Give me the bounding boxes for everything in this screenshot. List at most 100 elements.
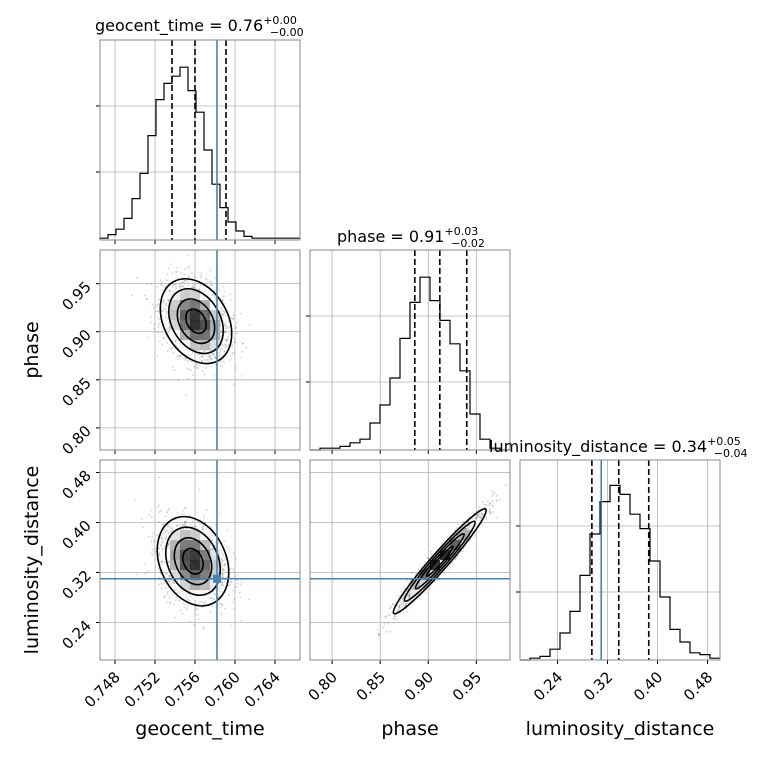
sample-point	[181, 612, 184, 615]
sample-point	[194, 608, 197, 611]
sample-point	[443, 573, 446, 576]
sample-point	[248, 324, 251, 326]
sample-point	[158, 567, 160, 570]
sample-point	[192, 286, 195, 288]
sample-point	[168, 327, 170, 330]
sample-point	[402, 598, 404, 601]
sample-point	[431, 552, 433, 555]
sample-point	[156, 285, 158, 288]
sample-point	[476, 516, 478, 519]
ytick-label: 0.90	[58, 326, 94, 362]
sample-point	[213, 598, 216, 600]
density-bin	[170, 320, 181, 331]
sample-point	[239, 356, 242, 359]
sample-point	[226, 339, 229, 342]
title-luminosity-distance-plus: +0.05	[707, 435, 741, 448]
sample-point	[199, 284, 202, 286]
sample-point	[482, 501, 484, 504]
sample-point	[200, 275, 203, 277]
sample-point	[383, 623, 386, 625]
sample-point	[210, 280, 213, 283]
frame-pair-0	[99, 249, 301, 451]
contours-pair-1	[156, 515, 230, 607]
sample-point	[194, 525, 196, 528]
sample-point	[210, 357, 213, 360]
density-bin	[210, 330, 221, 341]
sample-point	[491, 500, 494, 503]
sample-point	[144, 572, 147, 575]
sample-point	[176, 524, 179, 527]
sample-point	[231, 601, 234, 603]
sample-point	[404, 593, 406, 595]
sample-point	[400, 601, 402, 603]
density-bin	[180, 550, 191, 561]
sample-point	[461, 520, 464, 523]
sample-point	[219, 590, 221, 593]
sample-point	[221, 574, 224, 577]
sample-point	[235, 579, 238, 582]
sample-point	[178, 355, 181, 357]
sample-point	[403, 605, 406, 607]
sample-point	[211, 539, 214, 542]
sample-point	[207, 354, 210, 357]
sample-point	[188, 275, 191, 278]
sample-point	[205, 277, 208, 280]
sample-point	[161, 331, 163, 334]
sample-point	[224, 330, 226, 333]
sample-point	[167, 299, 170, 302]
sample-point	[225, 324, 228, 327]
sample-point	[166, 311, 168, 313]
sample-point	[404, 604, 407, 607]
sample-point	[179, 609, 182, 612]
sample-point	[211, 605, 214, 608]
sample-point	[401, 611, 404, 614]
sample-point	[161, 309, 164, 312]
histograms	[99, 40, 720, 661]
gridlines	[100, 40, 720, 660]
sample-point	[235, 327, 238, 329]
density-bin	[420, 570, 431, 581]
sample-point	[232, 314, 235, 317]
sample-point	[145, 298, 148, 300]
sample-point	[150, 515, 153, 518]
ytick-label: 0.48	[58, 467, 94, 503]
sample-point	[165, 537, 168, 540]
frame-pair-2	[309, 459, 511, 661]
sample-point	[208, 354, 211, 357]
sample-point	[214, 357, 217, 359]
sample-point	[151, 551, 153, 553]
sample-point	[167, 560, 170, 563]
sample-point	[167, 580, 170, 583]
sample-point	[163, 307, 165, 309]
xtick-label: 0.90	[401, 668, 437, 704]
sample-point	[393, 615, 396, 618]
sample-point	[485, 518, 488, 521]
sample-point	[464, 528, 467, 530]
sample-point	[200, 355, 203, 358]
sample-point	[467, 528, 470, 530]
sample-point	[391, 612, 393, 614]
density-bin	[200, 540, 211, 551]
sample-point	[188, 265, 191, 268]
sample-point	[169, 601, 171, 604]
sample-point	[456, 538, 459, 541]
sample-point	[161, 547, 164, 550]
sample-point	[457, 538, 460, 540]
sample-point	[391, 603, 394, 606]
sample-point	[160, 536, 163, 539]
sample-point	[160, 563, 163, 566]
sample-point	[191, 351, 194, 354]
sample-point	[220, 584, 223, 586]
sample-point	[158, 318, 161, 321]
sample-point	[201, 528, 204, 531]
sample-point	[474, 535, 476, 537]
title-luminosity-distance-main: luminosity_distance = 0.34	[489, 437, 707, 457]
sample-point	[167, 509, 170, 512]
sample-point	[168, 290, 171, 292]
density-bin	[180, 540, 191, 551]
sample-point	[151, 553, 154, 556]
sample-point	[150, 315, 153, 318]
sample-point	[224, 346, 227, 348]
sample-point	[224, 331, 227, 334]
sample-point	[156, 310, 159, 313]
